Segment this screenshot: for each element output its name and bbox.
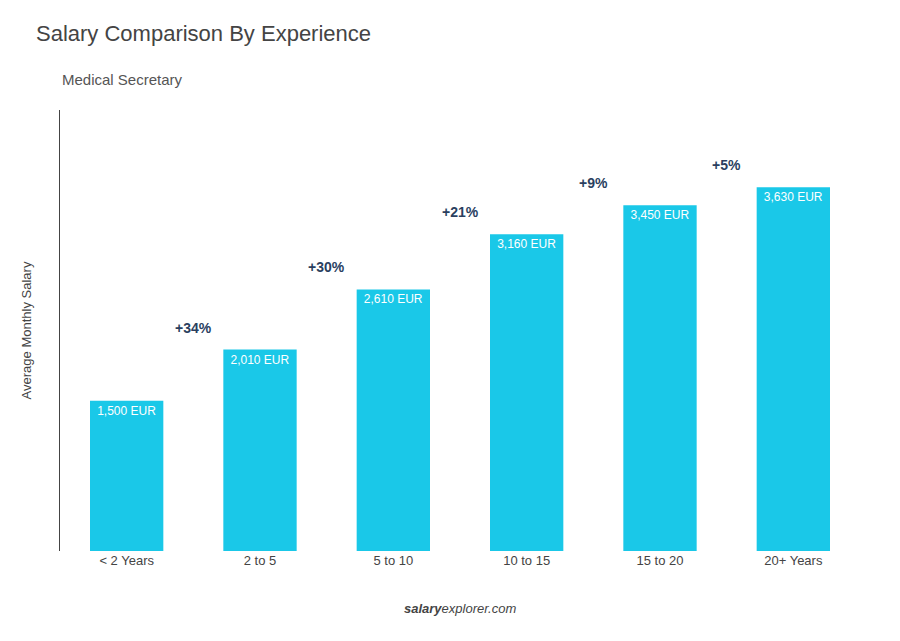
svg-text:+9%: +9% (579, 175, 608, 191)
svg-text:2,610 EUR: 2,610 EUR (364, 292, 423, 306)
svg-text:+5%: +5% (712, 157, 741, 173)
svg-text:+34%: +34% (175, 320, 212, 336)
svg-text:20+ Years: 20+ Years (764, 553, 823, 568)
svg-text:+21%: +21% (442, 204, 479, 220)
svg-text:3,630 EUR: 3,630 EUR (764, 190, 823, 204)
svg-text:3,450 EUR: 3,450 EUR (630, 208, 689, 222)
svg-text:Salary Comparison By Experienc: Salary Comparison By Experience (36, 21, 371, 46)
svg-text:3,160 EUR: 3,160 EUR (497, 237, 556, 251)
svg-text:< 2 Years: < 2 Years (99, 553, 154, 568)
svg-text:Medical Secretary: Medical Secretary (62, 71, 183, 88)
svg-text:1,500 EUR: 1,500 EUR (97, 404, 156, 418)
svg-text:salaryexplorer.com: salaryexplorer.com (404, 601, 516, 616)
svg-text:5 to 10: 5 to 10 (373, 553, 413, 568)
svg-text:2 to 5: 2 to 5 (244, 553, 277, 568)
svg-text:+30%: +30% (308, 259, 345, 275)
svg-text:Average Monthly Salary: Average Monthly Salary (19, 261, 34, 399)
svg-text:15 to 20: 15 to 20 (637, 553, 684, 568)
svg-text:2,010 EUR: 2,010 EUR (230, 353, 289, 367)
svg-text:10 to 15: 10 to 15 (503, 553, 550, 568)
